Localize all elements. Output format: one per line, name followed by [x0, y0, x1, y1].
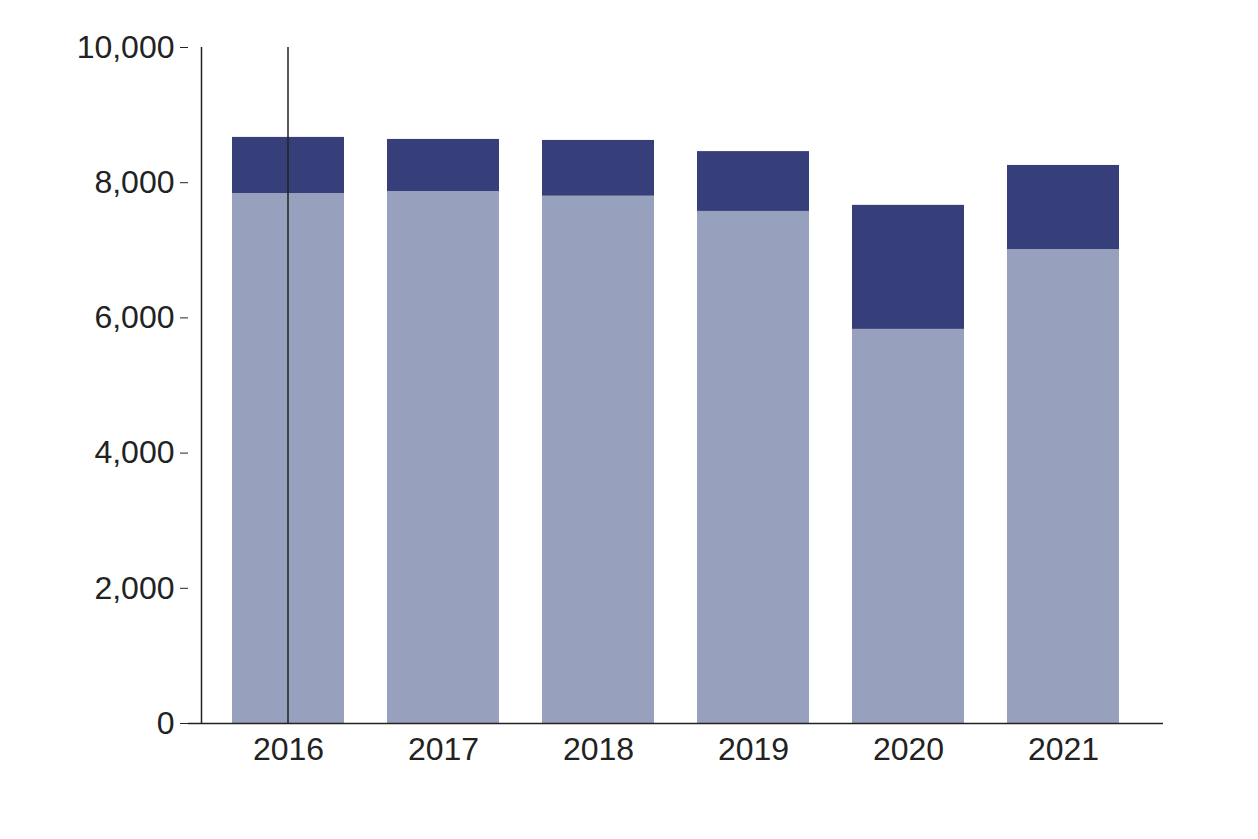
svg-text:8,000: 8,000: [94, 164, 174, 200]
svg-text:2,000: 2,000: [94, 570, 174, 606]
svg-text:10,000: 10,000: [77, 29, 175, 65]
svg-text:4,000: 4,000: [94, 434, 174, 470]
svg-text:2019: 2019: [718, 731, 789, 767]
svg-text:6,000: 6,000: [94, 299, 174, 335]
svg-text:0: 0: [157, 705, 175, 741]
svg-text:2020: 2020: [873, 731, 944, 767]
svg-text:2017: 2017: [408, 731, 479, 767]
svg-text:2016: 2016: [253, 731, 324, 767]
svg-text:2018: 2018: [563, 731, 634, 767]
svg-text:2021: 2021: [1028, 731, 1099, 767]
